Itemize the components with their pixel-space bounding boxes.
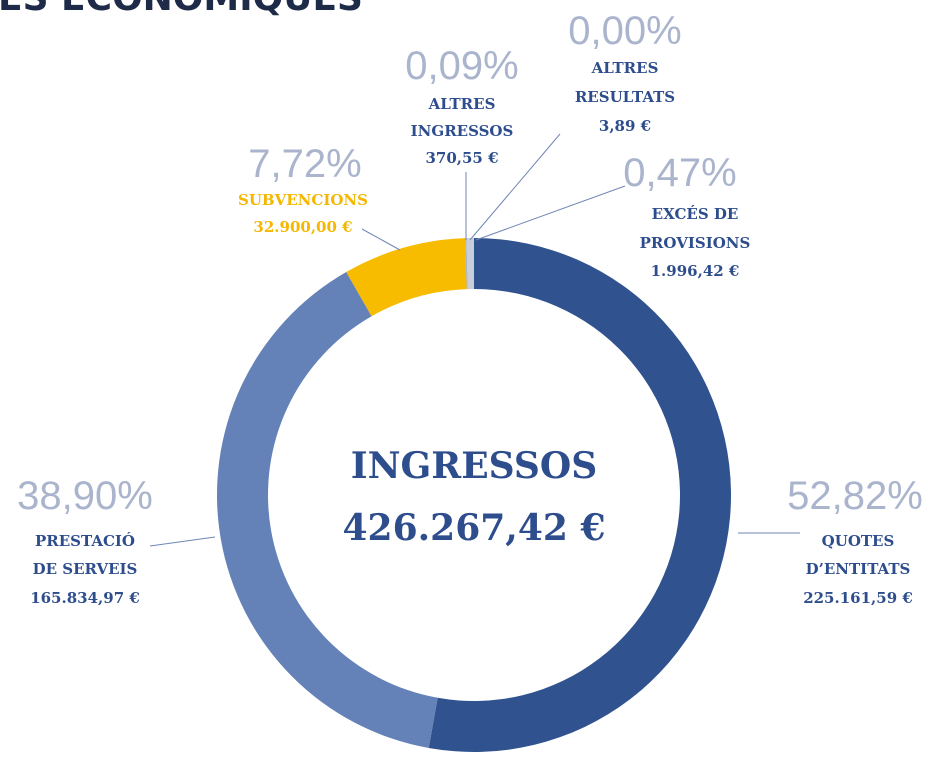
- slice: [466, 238, 474, 290]
- value-label: 0,47%: [623, 151, 736, 195]
- amount-label: 1.996,42 €: [651, 262, 740, 280]
- slice-label: SUBVENCIONS: [238, 191, 368, 209]
- leader-line: [475, 185, 626, 241]
- leader-line: [469, 133, 561, 241]
- amount-label: 225.161,59 €: [803, 589, 913, 607]
- slice-label: ALTRES: [591, 59, 659, 77]
- leader-line: [361, 228, 401, 251]
- slice: [346, 238, 467, 317]
- total-label: 426.267,42 €: [342, 507, 605, 549]
- chart-title: ES ECONÒMIQUES: [0, 0, 363, 19]
- slice-label: PRESTACIÓ: [35, 532, 135, 550]
- slice-label: EXCÉS DE: [652, 205, 739, 223]
- slice-label: INGRESSOS: [411, 122, 514, 140]
- slice: [428, 238, 731, 752]
- slice: [464, 238, 468, 290]
- amount-label: 3,89 €: [599, 117, 651, 135]
- value-label: 38,90%: [17, 474, 153, 518]
- amount-label: 370,55 €: [425, 149, 498, 167]
- amount-label: 32.900,00 €: [253, 218, 352, 236]
- slice-label: D’ENTITATS: [806, 560, 911, 578]
- leader-line: [149, 536, 216, 547]
- slice-label: RESULTATS: [575, 88, 675, 106]
- value-label: 0,09%: [405, 44, 518, 88]
- amount-label: 165.834,97 €: [30, 589, 140, 607]
- slice-label: DE SERVEIS: [33, 560, 138, 578]
- value-label: 52,82%: [787, 474, 923, 518]
- slice: [216, 272, 438, 748]
- slice-label: ALTRES: [428, 95, 496, 113]
- slice-label: PROVISIONS: [640, 234, 751, 252]
- value-label: 7,72%: [248, 142, 361, 186]
- center-label: INGRESSOS: [351, 445, 597, 487]
- value-label: 0,00%: [568, 9, 681, 53]
- slice-label: QUOTES: [822, 532, 895, 550]
